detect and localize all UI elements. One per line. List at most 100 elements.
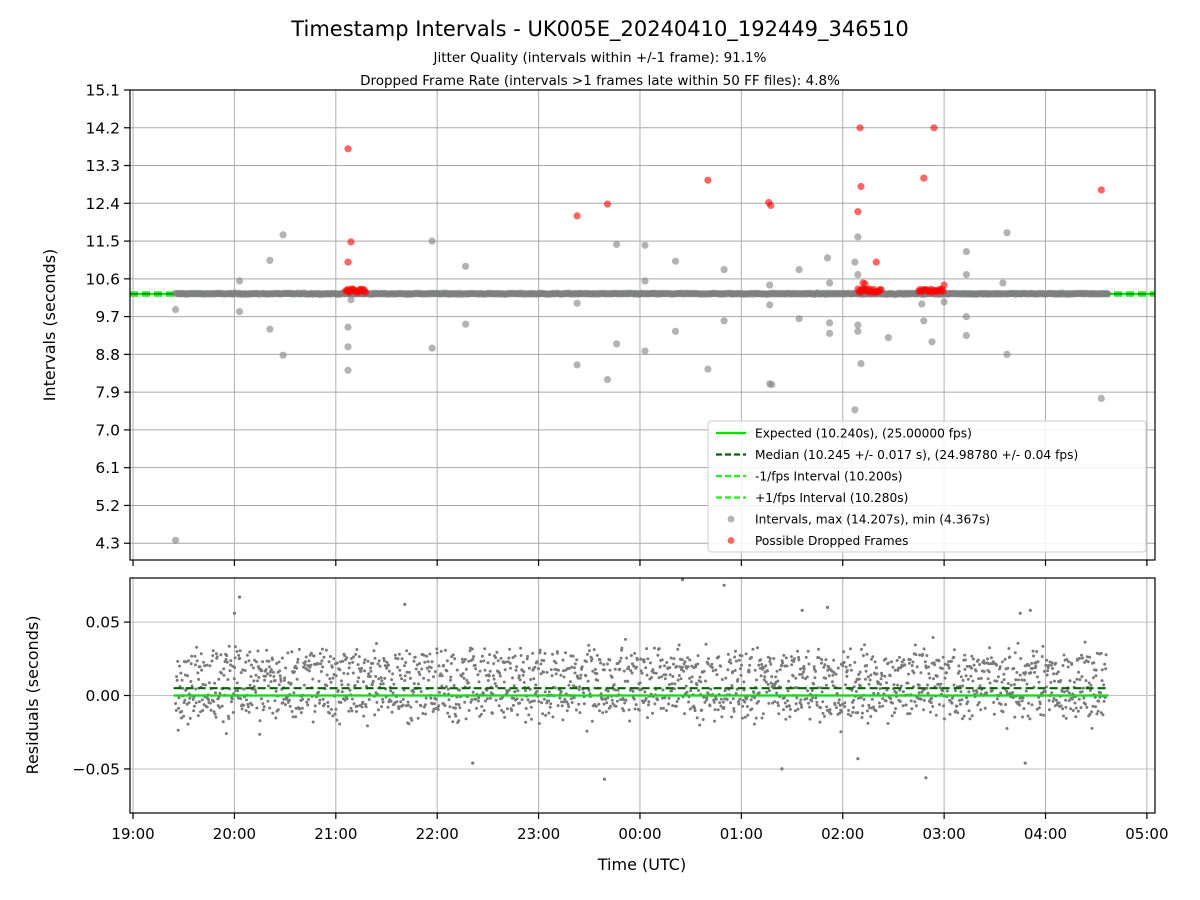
residual-point — [269, 670, 272, 674]
residual-point — [290, 650, 294, 654]
residual-point — [861, 704, 865, 708]
residual-point — [604, 710, 608, 714]
residual-point — [616, 688, 620, 692]
residual-point — [254, 690, 258, 694]
residual-point — [673, 682, 677, 686]
residual-point — [673, 687, 676, 691]
residual-point — [803, 677, 807, 681]
residual-point — [606, 662, 609, 666]
residual-point — [795, 696, 799, 700]
residual-point — [1051, 699, 1055, 703]
residual-point — [1099, 691, 1103, 695]
residual-point — [466, 681, 470, 685]
residual-point — [832, 671, 836, 674]
residual-point — [364, 705, 368, 709]
residual-point — [919, 671, 923, 675]
residual-point — [676, 647, 680, 651]
residual-point — [664, 673, 668, 677]
residual-point — [776, 701, 780, 705]
residual-point — [1002, 672, 1006, 676]
legend-swatch-dot — [727, 515, 735, 523]
residual-point — [570, 701, 574, 704]
residual-point — [454, 706, 457, 710]
interval-point — [603, 376, 612, 384]
residual-point — [468, 649, 472, 653]
residual-point — [825, 705, 829, 709]
residual-point — [578, 676, 582, 680]
residual-point — [274, 716, 278, 720]
residual-point — [748, 663, 752, 667]
residual-point — [266, 699, 270, 703]
residual-point — [585, 729, 589, 733]
residual-point — [333, 712, 337, 716]
residual-point — [737, 658, 741, 662]
residual-point — [448, 705, 452, 709]
residual-point — [901, 704, 905, 708]
chart-subtitle-jitter: Jitter Quality (intervals within +/-1 fr… — [433, 50, 767, 66]
residual-point — [354, 652, 358, 656]
residual-point — [698, 723, 702, 727]
residual-point — [395, 700, 399, 704]
residual-point — [174, 702, 178, 705]
residual-point — [611, 702, 615, 706]
residual-point — [590, 657, 594, 661]
residual-point — [829, 712, 833, 716]
residual-point — [225, 660, 229, 664]
residual-point — [285, 698, 289, 701]
residual-point — [1067, 699, 1071, 703]
residual-point — [483, 647, 487, 651]
residual-point — [970, 666, 973, 670]
interval-point — [428, 237, 436, 245]
residual-point — [695, 683, 699, 687]
residual-point — [255, 706, 259, 710]
residual-point — [1080, 675, 1084, 679]
residual-point — [943, 662, 947, 666]
residual-point — [688, 658, 692, 662]
residual-point — [403, 664, 406, 668]
residual-point — [898, 700, 902, 703]
residual-point — [778, 668, 782, 672]
residual-point — [474, 667, 478, 671]
residual-point — [1005, 689, 1009, 693]
residual-point — [726, 652, 730, 656]
residual-point — [460, 674, 464, 678]
residual-point — [995, 679, 999, 683]
residual-point — [242, 703, 246, 707]
residual-point — [421, 712, 425, 715]
residual-point — [209, 708, 213, 712]
residual-point — [208, 664, 212, 668]
residual-point — [319, 670, 323, 673]
residual-point — [875, 672, 879, 676]
residual-point — [398, 668, 402, 672]
residual-point — [318, 652, 322, 655]
residual-point — [919, 697, 923, 701]
residual-point — [825, 605, 830, 610]
residual-point — [535, 660, 539, 664]
dropped-frame-point — [347, 238, 355, 246]
residual-point — [953, 689, 957, 693]
residual-point — [452, 684, 456, 688]
residual-point — [242, 687, 246, 691]
residual-point — [675, 700, 679, 703]
residual-point — [542, 670, 546, 674]
interval-point — [344, 323, 352, 331]
interval-point — [347, 296, 355, 304]
residual-point — [734, 659, 738, 663]
residual-point — [480, 705, 484, 708]
residual-point — [244, 709, 248, 712]
residual-point — [983, 661, 986, 665]
residual-point — [492, 662, 496, 666]
residual-point — [403, 674, 407, 678]
residual-point — [1088, 655, 1092, 659]
residual-point — [962, 714, 966, 718]
residual-point — [854, 680, 858, 684]
residual-point — [265, 648, 269, 652]
residual-point — [453, 657, 457, 661]
residual-point — [1084, 679, 1088, 683]
residual-point — [925, 686, 929, 690]
residual-point — [796, 649, 800, 653]
residual-point — [716, 708, 720, 712]
residual-point — [938, 686, 942, 690]
residual-point — [890, 714, 894, 718]
residual-point — [929, 710, 932, 714]
